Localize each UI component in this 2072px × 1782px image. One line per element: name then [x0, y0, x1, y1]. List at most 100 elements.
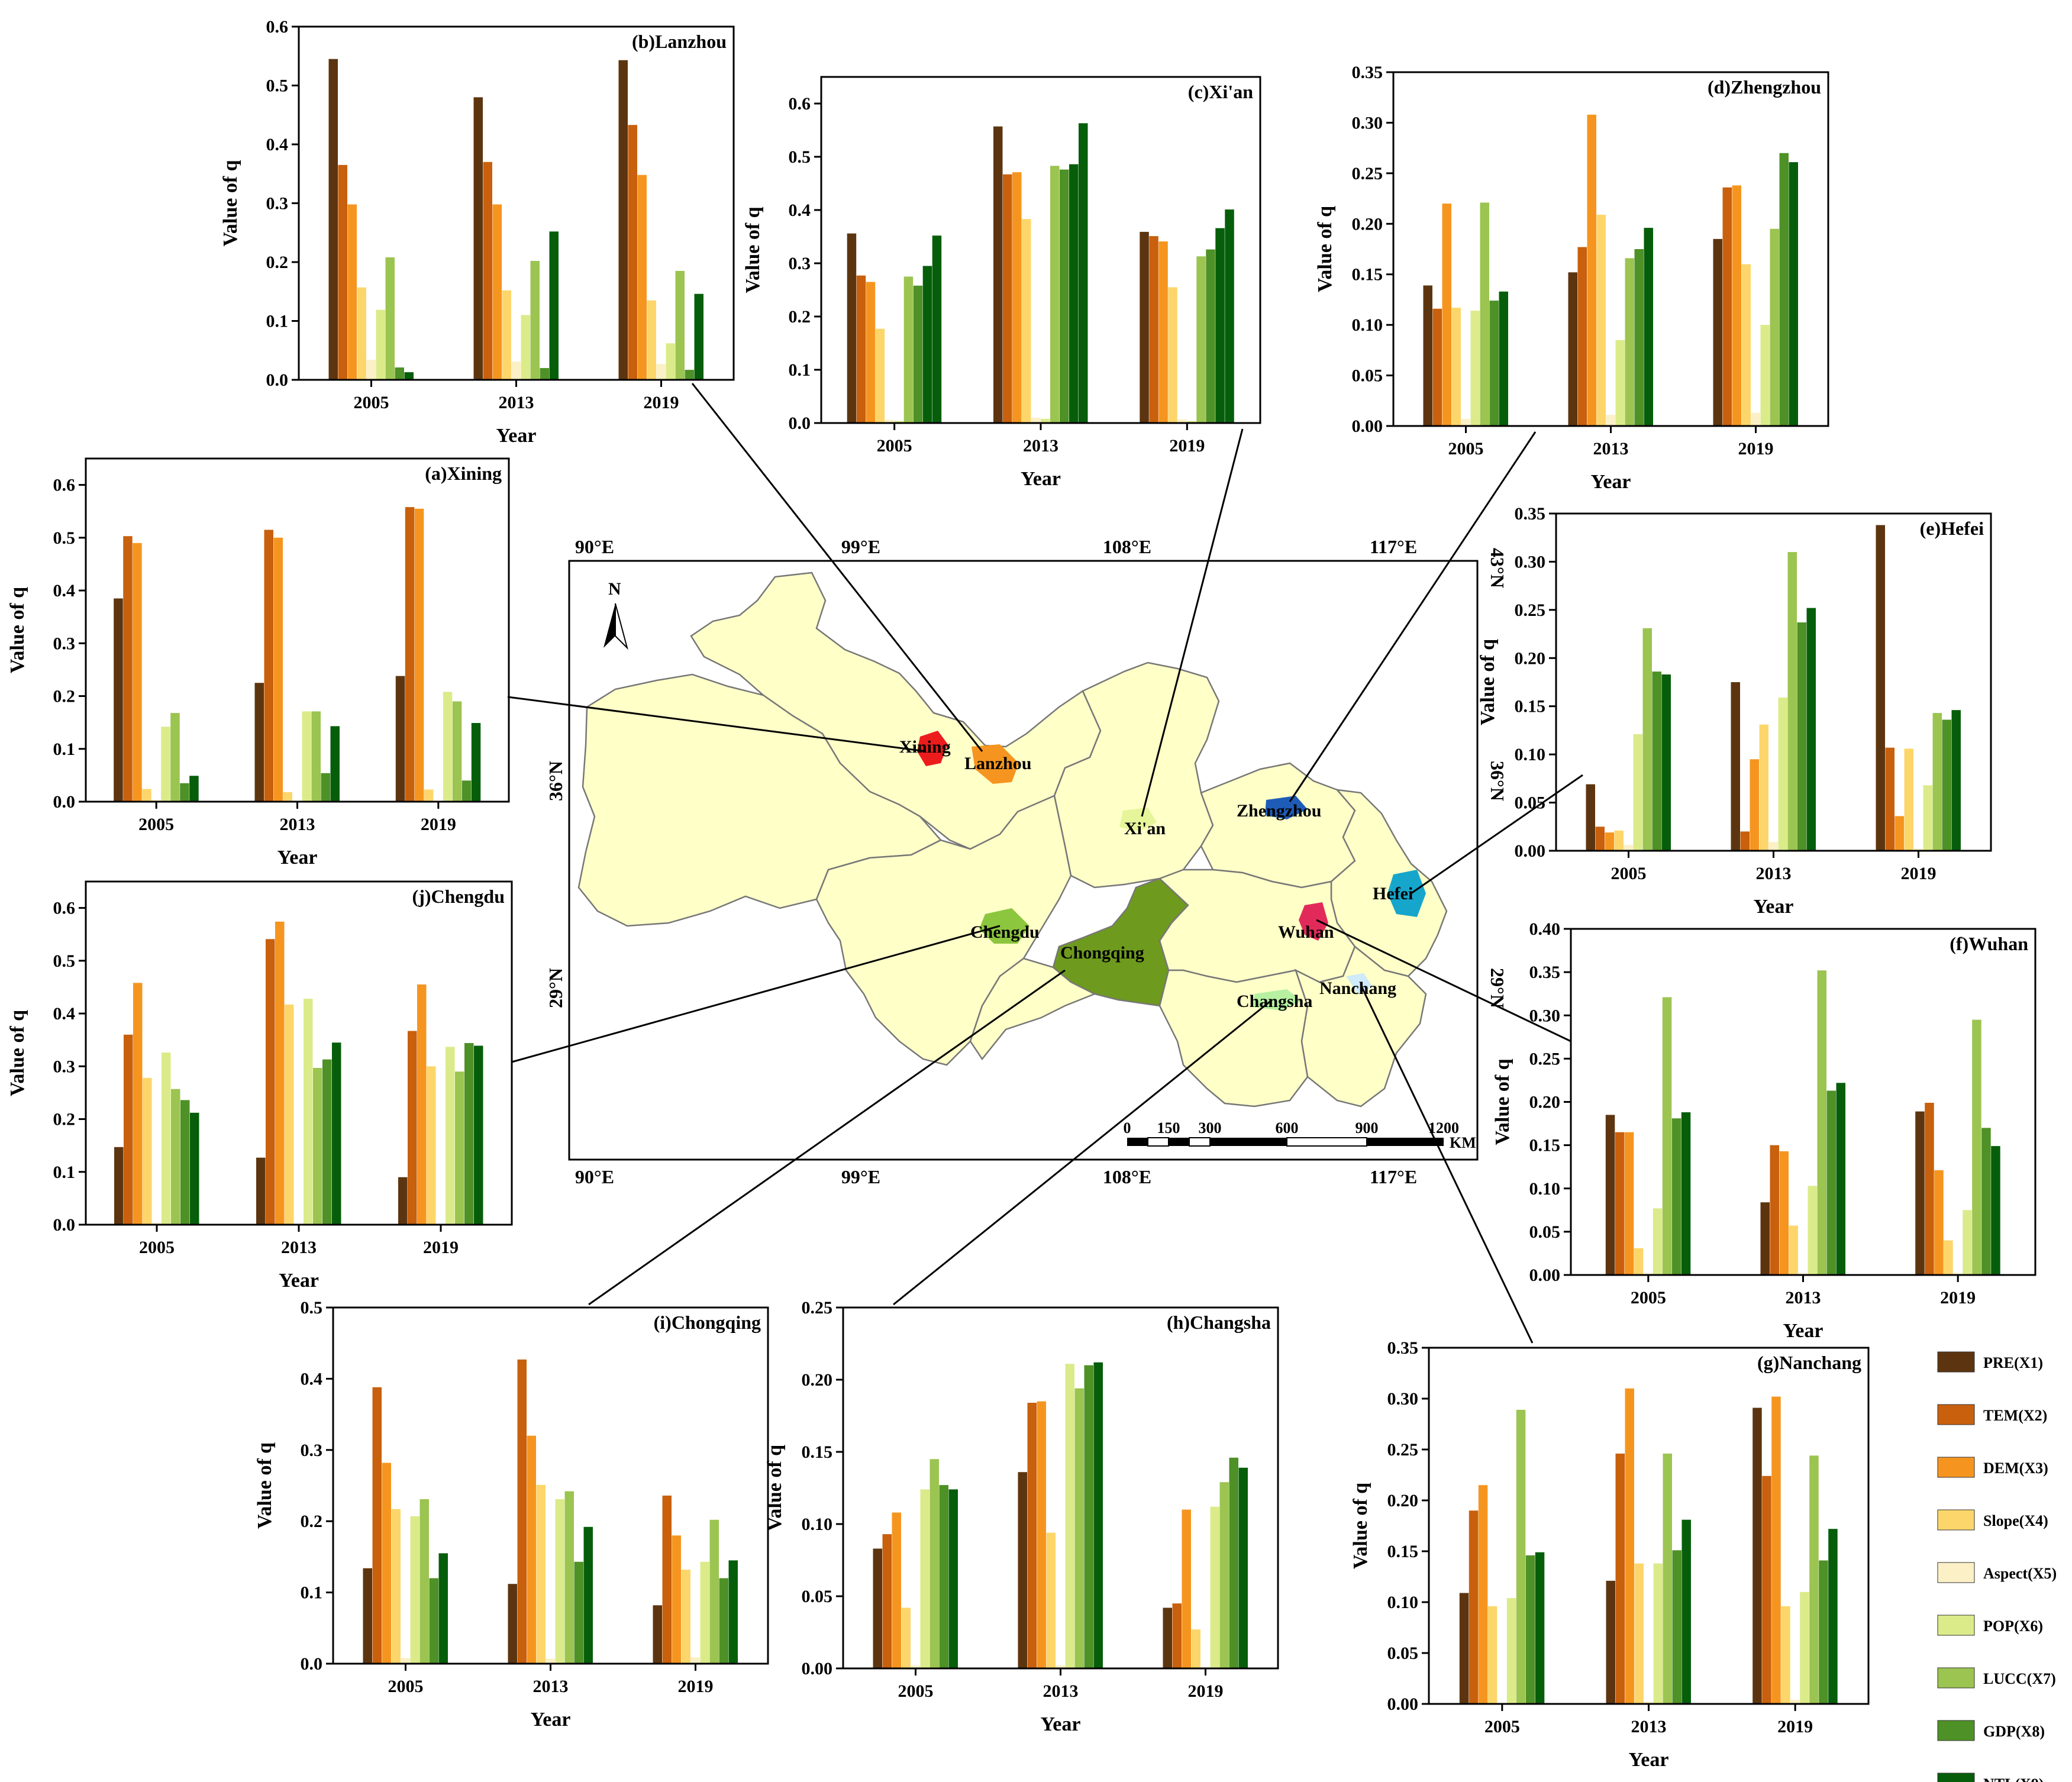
y-axis-label: Value of q: [742, 206, 764, 293]
label-lanzhou: Lanzhou: [964, 754, 1031, 773]
map-panel: Xining Lanzhou Xi'an Zhengzhou Hefei Che…: [545, 536, 1508, 1187]
y-tick-label: 0.6: [266, 17, 289, 37]
bar-2019-luccx7: [452, 701, 462, 802]
y-tick-label: 0.10: [1515, 745, 1546, 764]
bar-2013-aspectx5: [1056, 1665, 1065, 1668]
bar-2005-slopex4: [391, 1509, 401, 1664]
bar-2019-popx6: [446, 1047, 455, 1225]
bar-2019-popx6: [443, 692, 453, 802]
x-tick-label: 2019: [678, 1677, 714, 1696]
bar-2013-slopex4: [1759, 724, 1768, 851]
y-tick-label: 0.5: [53, 528, 76, 548]
bar-2013-ntlx9: [549, 231, 559, 380]
y-tick-label: 0.25: [1529, 1049, 1561, 1068]
leader-wuhan: [1316, 919, 1571, 1042]
y-axis-label: Value of q: [1492, 1058, 1513, 1145]
bar-2013-luccx7: [1817, 970, 1826, 1275]
bar-2013-prex1: [256, 1157, 266, 1225]
bar-2019-popx6: [1800, 1591, 1809, 1704]
bar-2005-popx6: [410, 1516, 419, 1664]
bar-2013-ntlx9: [1682, 1519, 1691, 1704]
y-tick-label: 0.30: [1529, 1006, 1561, 1025]
bar-2019-prex1: [1713, 238, 1722, 426]
chart-title: (a)Xining: [425, 463, 502, 484]
label-xining: Xining: [899, 737, 951, 757]
y-tick-label: 0.2: [53, 1110, 76, 1129]
bar-2013-luccx7: [1787, 552, 1797, 851]
bar-2019-luccx7: [1219, 1482, 1229, 1668]
bar-2005-demx3: [1605, 832, 1614, 851]
x-axis-label: Year: [277, 847, 318, 869]
label-hefei: Hefei: [1373, 884, 1413, 903]
bar-2005-prex1: [114, 598, 123, 802]
bar-2019-prex1: [1140, 231, 1149, 423]
y-tick-label: 0.3: [789, 254, 811, 273]
bar-2019-prex1: [395, 676, 405, 802]
bar-2013-ntlx9: [330, 726, 340, 802]
y-tick-label: 0.05: [1387, 1644, 1419, 1663]
bar-2013-gdpx8: [574, 1561, 583, 1664]
bar-2019-slopex4: [1781, 1606, 1790, 1704]
y-tick-label: 0.4: [301, 1369, 323, 1389]
bar-2005-demx3: [347, 204, 357, 380]
bar-2013-gdpx8: [1084, 1365, 1093, 1668]
bar-2013-temx2: [266, 939, 275, 1225]
legend-swatch-luccx7: [1937, 1667, 1975, 1689]
map-coords: 90°E 99°E 108°E 117°E 90°E 99°E 108°E 11…: [545, 536, 1508, 1187]
bar-2013-temx2: [483, 162, 492, 380]
leader-hefei: [1411, 774, 1583, 895]
bar-2005-demx3: [133, 983, 143, 1225]
bar-2013-gdpx8: [321, 773, 330, 802]
bar-2005-popx6: [1633, 734, 1642, 851]
bar-2019-slopex4: [647, 300, 656, 380]
y-tick-label: 0.30: [1352, 113, 1383, 133]
legend-swatch-temx2: [1937, 1404, 1975, 1425]
bar-2013-popx6: [1778, 698, 1787, 851]
scale-seg-2: [1147, 1137, 1169, 1147]
lon-top-108: 108°E: [1103, 536, 1151, 557]
bar-2013-luccx7: [1625, 258, 1634, 426]
bar-2005-luccx7: [903, 276, 914, 423]
y-tick-label: 0.1: [789, 360, 811, 380]
bar-2019-popx6: [1187, 421, 1196, 423]
bar-2013-demx3: [492, 204, 502, 380]
bar-2019-popx6: [666, 343, 675, 380]
bar-2013-ntlx9: [1806, 608, 1816, 851]
bar-2005-demx3: [866, 282, 876, 423]
bar-2005-ntlx9: [190, 1112, 199, 1225]
legend-label-demx3: DEM(X3): [1983, 1460, 2048, 1477]
bar-2005-temx2: [882, 1534, 892, 1668]
bar-2013-aspectx5: [1644, 1702, 1653, 1704]
bar-2005-temx2: [1432, 308, 1442, 426]
bar-2005-popx6: [1506, 1598, 1516, 1704]
lat-right-36: 36°N: [1487, 761, 1508, 801]
bar-2013-aspectx5: [1606, 415, 1615, 426]
bar-2013-luccx7: [311, 711, 321, 802]
chart-title: (c)Xi'an: [1188, 81, 1253, 102]
y-tick-label: 0.35: [1529, 963, 1561, 982]
bar-2013-popx6: [302, 711, 311, 802]
y-tick-label: 0.20: [802, 1370, 833, 1390]
y-tick-label: 0.10: [1352, 315, 1383, 335]
y-tick-label: 0.35: [1515, 504, 1546, 524]
y-tick-label: 0.2: [53, 687, 76, 706]
y-tick-label: 0.0: [301, 1654, 323, 1674]
bar-2013-prex1: [1018, 1472, 1027, 1668]
scale-seg-1: [1127, 1138, 1148, 1146]
bar-2005-temx2: [372, 1387, 382, 1664]
region-jiangxi: [1294, 945, 1427, 1108]
bar-2005-aspectx5: [911, 1665, 920, 1668]
y-tick-label: 0.35: [1352, 63, 1383, 82]
x-tick-label: 2019: [423, 1238, 459, 1257]
bar-2019-demx3: [1934, 1170, 1944, 1275]
bar-2013-ntlx9: [1644, 228, 1653, 426]
y-tick-label: 0.2: [266, 253, 289, 272]
y-tick-label: 0.0: [53, 792, 76, 812]
bar-2019-ntlx9: [728, 1560, 738, 1664]
bar-2019-aspectx5: [1177, 419, 1187, 423]
patch-nanchang: [1346, 973, 1373, 994]
y-tick-label: 0.5: [266, 76, 289, 96]
label-wuhan: Wuhan: [1278, 922, 1334, 942]
y-tick-label: 0.2: [789, 307, 811, 327]
